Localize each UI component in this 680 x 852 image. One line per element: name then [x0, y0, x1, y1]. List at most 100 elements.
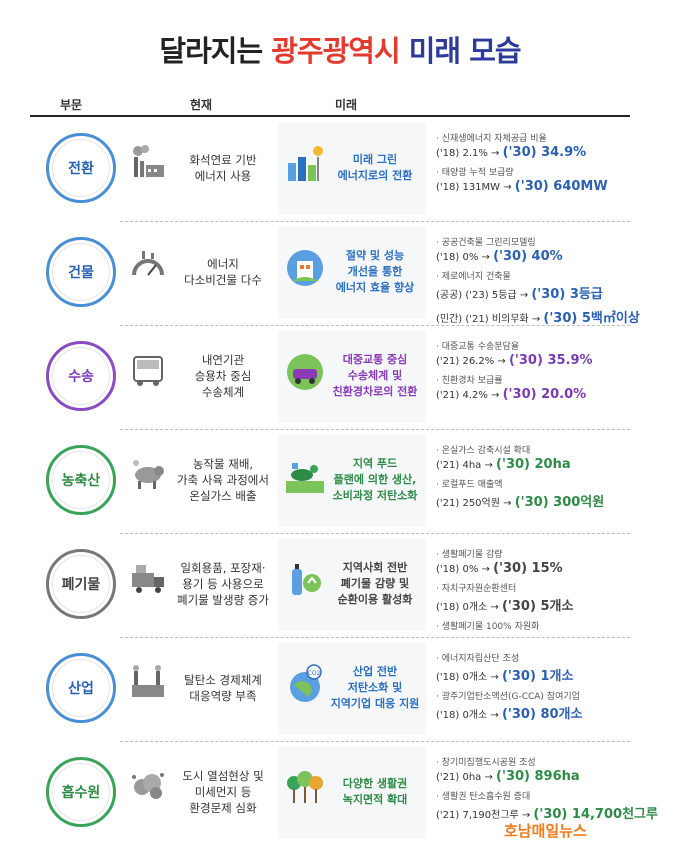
current-status: 에너지 다소비건물 다수 [184, 256, 262, 287]
farm-food-icon [284, 455, 326, 497]
sector-badge-ring [52, 763, 110, 821]
detail-label: · 태양광 누적 보급량 [436, 168, 514, 178]
sector-badge-ring [52, 659, 110, 717]
sector-row: 농축산 농작물 재배, 가축 사육 과정에서 온실가스 배출 지역 푸드 플랜에 의… [30, 429, 630, 531]
detail-target: ('30) 35.9% [508, 353, 593, 368]
current-status: 농작물 재배, 가축 사육 과정에서 온실가스 배출 [177, 456, 269, 504]
sector-badge: 건물 [46, 237, 116, 307]
detail-label: · 생활폐기물 100% 자원화 [436, 622, 540, 632]
detail-value: ('18) 2.1% → ('30) 34.9% [436, 145, 630, 160]
detail-base: ('21) 4.2% → [436, 390, 503, 401]
sector-row: 흡수원 도시 열섬현상 및 미세먼지 등 환경문제 심화 다양한 생활권 녹지면적 … [30, 741, 658, 843]
sector-badge-ring [52, 243, 110, 301]
detail-target: ('30) 80개소 [501, 707, 583, 722]
detail-base: ('18) 0개소 → [436, 710, 502, 721]
future-panel [278, 539, 426, 631]
detail-label: · 생활폐기물 감량 [436, 550, 503, 560]
detail-target: ('30) 640MW [514, 179, 608, 194]
detail-value: ('21) 4.2% → ('30) 20.0% [436, 387, 630, 402]
detail-target: ('30) 3등급 [531, 287, 603, 302]
header-future: 미래 [335, 98, 358, 112]
sector-badge-ring [52, 139, 110, 197]
dust-cloud-icon [128, 767, 168, 807]
solar-wind-city-icon [284, 143, 326, 185]
detail-target: ('30) 5개소 [501, 599, 574, 614]
row-separator [120, 741, 630, 742]
detail-value: (민간) ('21) 비의무화 → ('30) 5백㎡이상 [436, 307, 640, 326]
row-separator [120, 533, 630, 534]
detail-value: ('18) 131MW → ('30) 640MW [436, 179, 630, 194]
eco-car-icon [284, 351, 326, 393]
title-part-2: 광주광역시 [271, 34, 400, 68]
current-status: 탈탄소 경제체계 대응역량 부족 [184, 672, 262, 703]
detail-label: · 온실가스 감축시설 확대 [436, 446, 531, 456]
energy-gauge-icon [128, 247, 168, 287]
current-status: 일회용품, 포장재· 용기 등 사용으로 폐기물 발생량 증가 [177, 560, 269, 608]
sector-badge-ring [52, 347, 110, 405]
detail-value: ('18) 0개소 → ('30) 5개소 [436, 595, 630, 614]
detail-base: ('21) 7,190천그루 → [436, 810, 534, 821]
detail-target: ('30) 14,700천그루 [533, 807, 658, 822]
sector-row: 건물 에너지 다소비건물 다수 절약 및 성능 개선을 통한 에너지 효율 향상 · … [30, 221, 640, 326]
target-details: · 온실가스 감축시설 확대 ('21) 4ha → ('30) 20ha · 로컬… [436, 443, 630, 515]
detail-base: ('21) 4ha → [436, 460, 497, 471]
detail-target: ('30) 20ha [496, 457, 571, 472]
detail-base: ('21) 0ha → [436, 772, 497, 783]
detail-label: · 로컬푸드 매출액 [436, 480, 503, 490]
cow-icon [128, 455, 168, 495]
detail-label: · 장기미집행도시공원 조성 [436, 758, 536, 768]
row-separator [120, 429, 630, 430]
sector-badge-ring [52, 555, 110, 613]
title-part-3: 미래 모습 [399, 34, 522, 68]
detail-target: ('30) 34.9% [502, 145, 587, 160]
sector-badge-ring [52, 451, 110, 509]
detail-label: · 에너지자립산단 조성 [436, 654, 520, 664]
detail-base: ('18) 0% → [436, 252, 494, 263]
header-sector: 부문 [60, 98, 83, 112]
header-divider [30, 115, 630, 117]
detail-target: ('30) 896ha [496, 769, 580, 784]
row-separator [120, 637, 630, 638]
title-part-1: 달라지는 [159, 34, 272, 68]
current-status: 화석연료 기반 에너지 사용 [189, 152, 257, 183]
future-panel [278, 747, 426, 839]
detail-base: ('18) 0개소 → [436, 672, 502, 683]
future-vision: 산업 전반 저탄소화 및 지역기업 대응 지원 [330, 665, 420, 710]
future-vision: 대중교통 중심 수송체계 및 친환경차로의 전환 [332, 353, 418, 398]
detail-base: ('18) 2.1% → [436, 148, 503, 159]
target-details: · 대중교통 수송분담율 ('21) 26.2% → ('30) 35.9% · 친… [436, 339, 630, 407]
target-details: · 신재생에너지 자체공급 비율 ('18) 2.1% → ('30) 34.9%… [436, 131, 630, 199]
detail-target: ('30) 20.0% [502, 387, 587, 402]
future-vision: 지역사회 전반 폐기물 감량 및 순환이용 활성화 [337, 561, 413, 606]
recycle-bottle-icon [284, 559, 326, 601]
bus-icon [128, 351, 168, 391]
future-vision: 미래 그린 에너지로의 전환 [337, 153, 413, 182]
sector-badge: 농축산 [46, 445, 116, 515]
target-details: · 공공건축물 그린리모델링 ('18) 0% → ('30) 40% · 제로에너… [436, 235, 640, 331]
sector-row: 수송 내연기관 승용차 중심 수송체계 대중교통 중심 수송체계 및 친환경차로의 … [30, 325, 630, 427]
current-status: 도시 열섬현상 및 미세먼지 등 환경문제 심화 [182, 768, 264, 816]
detail-value: ('18) 0% → ('30) 15% [436, 561, 630, 576]
current-status: 내연기관 승용차 중심 수송체계 [194, 352, 252, 400]
detail-value: (공공) ('23) 5등급 → ('30) 3등급 [436, 283, 630, 302]
brand-logo: 호남매일뉴스 [504, 820, 587, 841]
co2-globe-icon: CO2 [284, 663, 326, 705]
green-building-icon [284, 247, 326, 289]
sector-badge: 흡수원 [46, 757, 116, 827]
sector-row: 폐기물 일회용품, 포장재· 용기 등 사용으로 폐기물 발생량 증가 지역사회 전… [30, 533, 630, 635]
detail-label: · 자치구자원순환센터 [436, 584, 517, 594]
page-title: 달라지는 광주광역시 미래 모습 [0, 28, 680, 70]
row-separator [120, 325, 630, 326]
detail-label: · 광주기업탄소액션(G-CCA) 참여기업 [436, 692, 580, 702]
detail-value: ('21) 7,190천그루 → ('30) 14,700천그루 [436, 803, 658, 822]
brand-part-1: 호남 [504, 822, 532, 840]
detail-label: · 신재생에너지 자체공급 비율 [436, 134, 547, 144]
detail-base: ('18) 0개소 → [436, 602, 502, 613]
detail-base: (민간) ('21) 비의무화 → [436, 314, 544, 325]
industry-icon [128, 663, 168, 703]
detail-base: ('21) 250억원 → [436, 498, 515, 509]
detail-label: · 공공건축물 그린리모델링 [436, 238, 536, 248]
detail-value: ('21) 4ha → ('30) 20ha [436, 457, 630, 472]
detail-value: ('18) 0% → ('30) 40% [436, 249, 630, 264]
waste-truck-icon [128, 559, 168, 599]
